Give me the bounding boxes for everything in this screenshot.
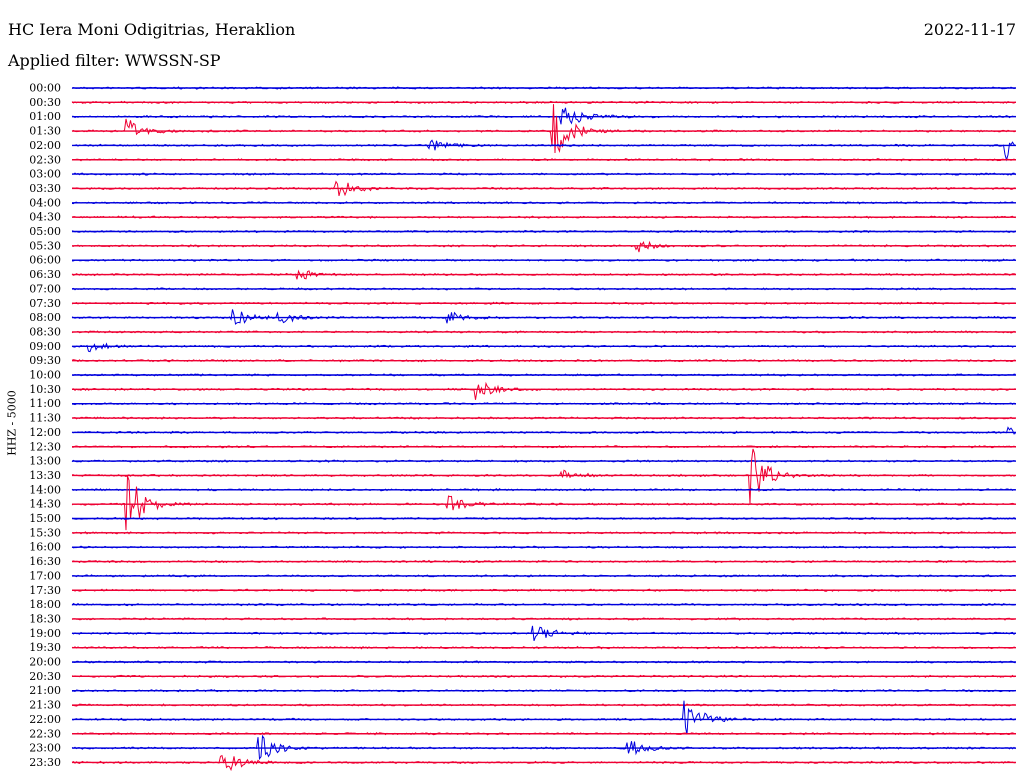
time-label: 12:30	[29, 440, 61, 453]
time-label: 08:00	[29, 311, 61, 324]
time-label: 21:30	[29, 699, 61, 712]
time-label: 20:30	[29, 670, 61, 683]
time-label: 18:00	[29, 598, 61, 611]
trace-line	[71, 700, 1016, 735]
time-label: 04:00	[29, 196, 61, 209]
date-label: 2022-11-17	[923, 20, 1016, 39]
filter-label: Applied filter: WWSSN-SP	[8, 51, 221, 70]
time-label: 09:30	[29, 354, 61, 367]
time-label: 00:30	[29, 96, 61, 109]
time-label: 16:00	[29, 541, 61, 554]
time-label: 19:00	[29, 627, 61, 640]
time-label: 13:30	[29, 469, 61, 482]
time-label: 11:00	[29, 397, 61, 410]
time-label: 08:30	[29, 325, 61, 338]
time-label: 10:00	[29, 369, 61, 382]
time-label: 06:30	[29, 268, 61, 281]
trace-line	[71, 475, 1016, 531]
time-label: 20:00	[29, 656, 61, 669]
trace-line	[71, 309, 1016, 325]
time-label: 23:30	[29, 756, 61, 769]
time-label: 23:00	[29, 742, 61, 755]
time-label: 02:30	[29, 153, 61, 166]
time-label: 22:00	[29, 713, 61, 726]
time-label: 16:30	[29, 555, 61, 568]
time-label: 14:30	[29, 498, 61, 511]
time-label: 05:30	[29, 239, 61, 252]
time-label: 22:30	[29, 727, 61, 740]
time-label: 17:30	[29, 584, 61, 597]
time-label: 11:30	[29, 412, 61, 425]
time-label: 00:00	[29, 82, 61, 95]
time-label: 15:30	[29, 526, 61, 539]
time-label: 01:00	[29, 110, 61, 123]
time-label: 07:00	[29, 282, 61, 295]
time-label: 02:00	[29, 139, 61, 152]
time-label: 17:00	[29, 569, 61, 582]
time-label: 05:00	[29, 225, 61, 238]
station-title: HC Iera Moni Odigitrias, Heraklion	[8, 20, 296, 39]
time-label: 10:30	[29, 383, 61, 396]
time-label: 12:00	[29, 426, 61, 439]
trace-line	[71, 342, 1016, 353]
time-label: 14:00	[29, 483, 61, 496]
time-label: 03:00	[29, 168, 61, 181]
time-label: 01:30	[29, 125, 61, 138]
time-label: 06:00	[29, 254, 61, 267]
time-label: 21:00	[29, 684, 61, 697]
time-label: 07:30	[29, 297, 61, 310]
time-label: 19:30	[29, 641, 61, 654]
trace-line	[71, 240, 1016, 253]
time-label: 15:00	[29, 512, 61, 525]
time-label: 13:00	[29, 455, 61, 468]
trace-line	[72, 448, 1016, 504]
time-label: 03:30	[29, 182, 61, 195]
trace-line	[71, 381, 1016, 400]
time-label: 18:30	[29, 612, 61, 625]
time-label: 09:00	[29, 340, 61, 353]
time-label: 04:30	[29, 211, 61, 224]
trace-line	[72, 139, 1016, 162]
